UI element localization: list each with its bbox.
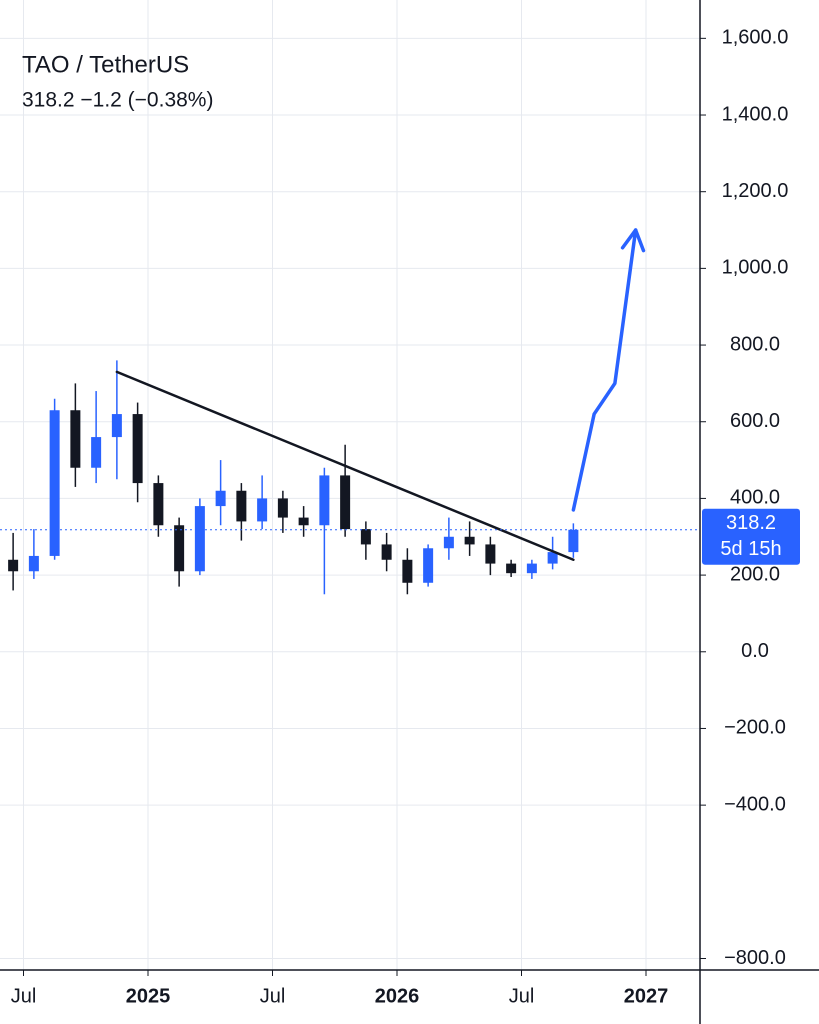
candle-body xyxy=(298,517,309,526)
candle-body xyxy=(360,529,371,545)
candle-body xyxy=(49,410,60,556)
candle-body xyxy=(506,563,517,574)
candle-body xyxy=(526,563,537,574)
x-tick-label: 2025 xyxy=(126,985,171,1007)
y-tick-label: −400.0 xyxy=(724,793,786,815)
last-price-box xyxy=(702,508,800,565)
candle-body xyxy=(423,548,434,583)
axes: 1,600.0 1,400.0 1,200.0 1,000.0 800.0 600.0 40… xyxy=(11,27,800,1007)
projection-line xyxy=(571,228,638,512)
projection-arrowhead xyxy=(620,228,646,253)
y-tick-label: 0.0 xyxy=(741,640,769,662)
candle-body xyxy=(215,490,226,507)
candle-body xyxy=(277,498,288,518)
x-tick-label: Jul xyxy=(509,985,535,1007)
plot-area xyxy=(0,228,700,595)
candle-body xyxy=(111,414,122,438)
y-tick-label: 1,200.0 xyxy=(722,180,789,202)
candle-body xyxy=(8,559,19,572)
x-tick-label: 2027 xyxy=(624,985,669,1007)
candle-body xyxy=(194,506,205,572)
y-tick-label: 400.0 xyxy=(730,487,780,509)
candle-body xyxy=(132,414,143,484)
candle-body xyxy=(70,410,81,468)
x-tick-label: 2026 xyxy=(375,985,420,1007)
trendline xyxy=(115,370,575,562)
y-tick-label: −200.0 xyxy=(724,717,786,739)
candle-body xyxy=(28,555,39,572)
candle-body xyxy=(464,536,475,545)
candle-body xyxy=(485,544,496,564)
candle-body xyxy=(443,536,454,549)
candle-body xyxy=(91,437,102,468)
chart-title: TAO / TetherUS xyxy=(22,51,189,78)
countdown-label: 5d 15h xyxy=(720,538,781,560)
candle-body xyxy=(568,529,579,553)
candle-body xyxy=(402,559,413,583)
candle-body xyxy=(381,544,392,560)
last-price-label: 318.2 xyxy=(726,512,776,534)
y-tick-label: 600.0 xyxy=(730,410,780,432)
candle-body xyxy=(257,498,268,522)
candle-body xyxy=(340,475,351,530)
x-tick-label: Jul xyxy=(260,985,286,1007)
candle-body xyxy=(236,490,247,522)
candle-body xyxy=(153,483,164,526)
candle-body xyxy=(174,525,185,572)
y-tick-label: 200.0 xyxy=(730,563,780,585)
candle-body xyxy=(319,475,330,526)
y-tick-label: −800.0 xyxy=(724,947,786,969)
quote: 318.2 −1.2 (−0.38%) xyxy=(22,89,213,112)
candle-body xyxy=(547,552,558,564)
y-tick-label: 1,000.0 xyxy=(722,257,789,279)
y-tick-label: 1,600.0 xyxy=(722,27,789,49)
y-tick-label: 1,400.0 xyxy=(722,103,789,125)
y-tick-label: 800.0 xyxy=(730,333,780,355)
x-tick-label: Jul xyxy=(11,985,37,1007)
